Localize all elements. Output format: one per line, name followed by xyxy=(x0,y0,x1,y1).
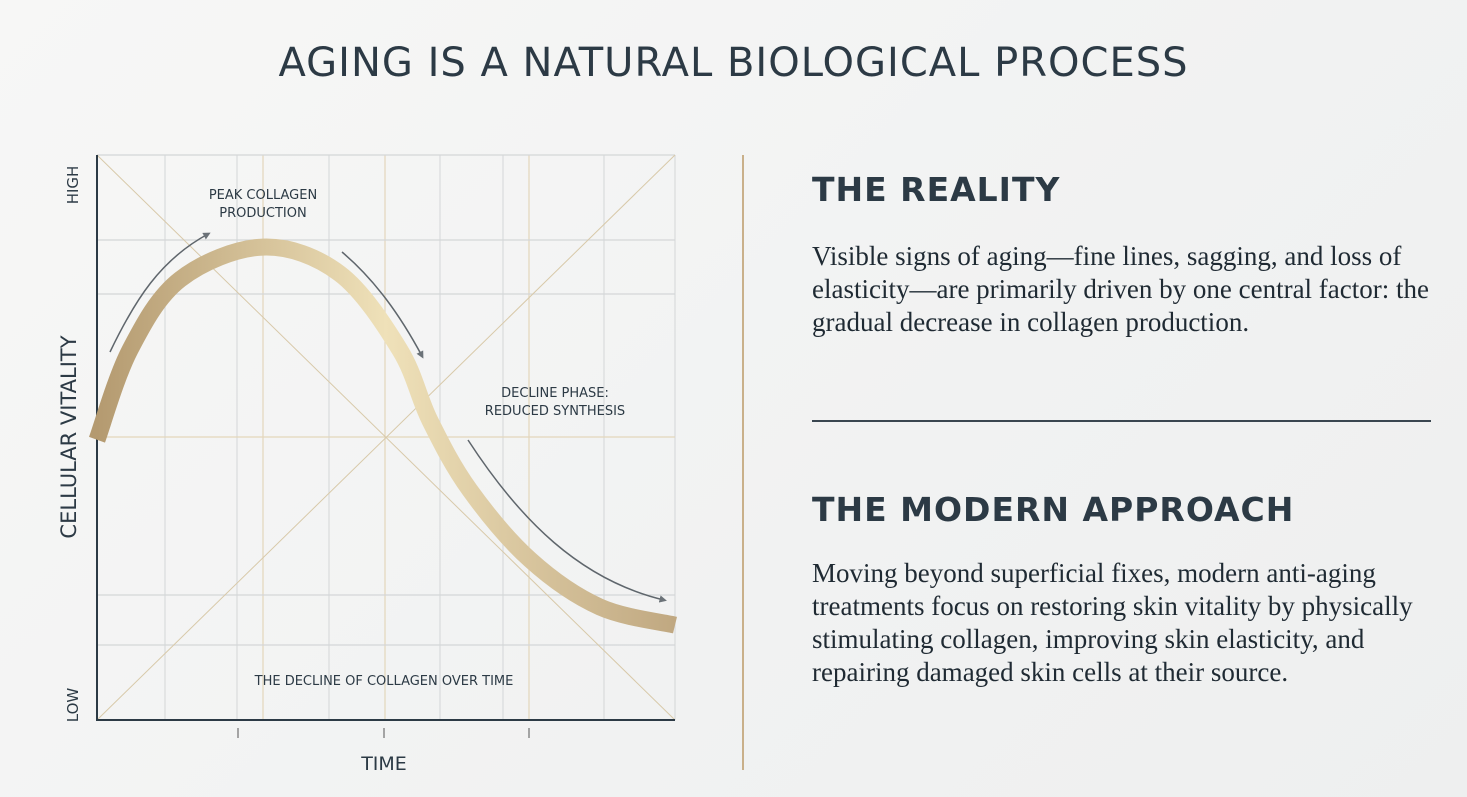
y-tick-low: LOW xyxy=(64,688,82,723)
collagen-curve xyxy=(88,238,677,634)
y-axis-label: CELLULAR VITALITY xyxy=(57,335,81,538)
y-tick-high: HIGH xyxy=(64,166,82,205)
chart-caption: THE DECLINE OF COLLAGEN OVER TIME xyxy=(254,674,514,689)
vertical-divider xyxy=(742,155,744,770)
annotation-peak-line2: PRODUCTION xyxy=(219,206,306,221)
annotation-decline-line2: REDUCED SYNTHESIS xyxy=(485,404,625,419)
diagonal-lines xyxy=(96,154,676,721)
x-axis-ticks xyxy=(237,728,530,738)
tail-arrow xyxy=(467,439,667,603)
collagen-decline-chart: PEAK COLLAGEN PRODUCTION DECLINE PHASE: … xyxy=(57,154,677,775)
modern-text: Moving beyond superficial fixes, modern … xyxy=(812,558,1413,687)
rising-arrow xyxy=(109,232,211,353)
modern-heading: THE MODERN APPROACH xyxy=(812,490,1295,529)
x-axis-label: TIME xyxy=(360,753,407,775)
reality-text: Visible signs of aging—fine lines, saggi… xyxy=(812,241,1429,337)
section-divider xyxy=(812,420,1431,422)
annotation-peak-line1: PEAK COLLAGEN xyxy=(209,188,317,203)
decline-arrow xyxy=(341,251,424,359)
reality-heading: THE REALITY xyxy=(812,170,1061,209)
annotation-decline-line1: DECLINE PHASE: xyxy=(501,386,609,401)
page-title: AGING IS A NATURAL BIOLOGICAL PROCESS xyxy=(278,40,1189,86)
